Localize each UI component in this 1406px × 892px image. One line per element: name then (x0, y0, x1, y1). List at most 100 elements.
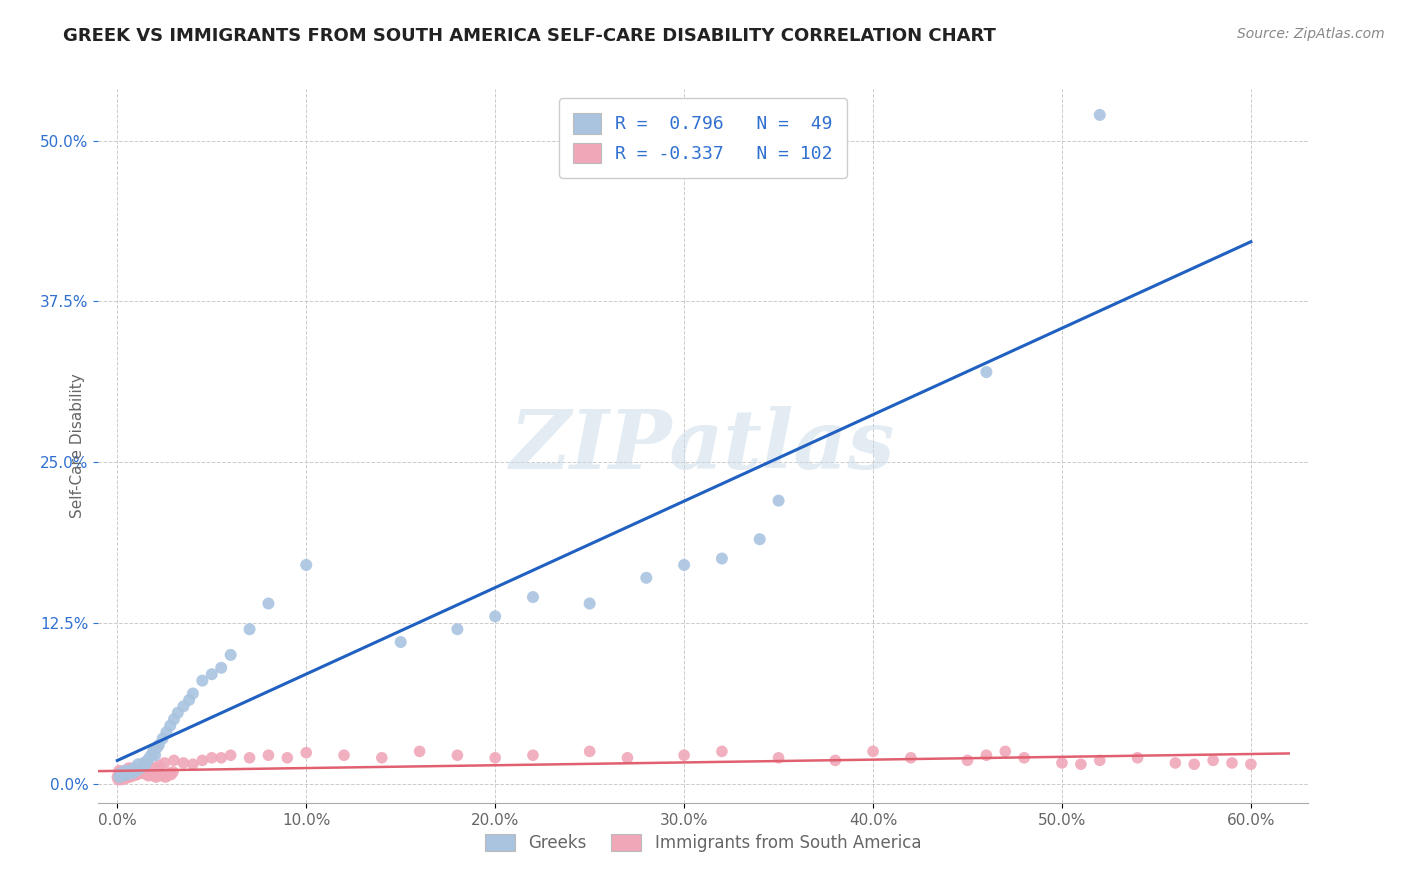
Point (122, 769, 145, 783)
Point (105, 770, 128, 784)
Point (127, 764, 149, 779)
Point (139, 767, 162, 781)
Point (143, 761, 166, 775)
Point (121, 767, 143, 781)
Point (191, 753, 214, 767)
Point (108, 766, 131, 780)
Point (148, 758, 170, 772)
Point (976, 748, 998, 763)
Point (239, 751, 262, 765)
Point (129, 761, 152, 775)
Point (124, 766, 146, 780)
Point (132, 764, 155, 778)
Point (118, 766, 141, 780)
Text: GREEK VS IMMIGRANTS FROM SOUTH AMERICA SELF-CARE DISABILITY CORRELATION CHART: GREEK VS IMMIGRANTS FROM SOUTH AMERICA S… (63, 27, 995, 45)
Point (333, 748, 356, 763)
Point (976, 365, 998, 379)
Point (107, 772, 129, 787)
Point (146, 740, 169, 755)
Point (134, 766, 156, 780)
Point (1088, 108, 1111, 122)
Point (108, 764, 131, 778)
Point (862, 744, 884, 758)
Point (120, 764, 142, 778)
Point (135, 757, 157, 772)
Point (111, 770, 134, 784)
Point (146, 767, 169, 781)
Point (710, 551, 733, 566)
Point (636, 571, 658, 585)
Point (145, 770, 167, 784)
Point (141, 748, 163, 763)
Point (111, 766, 134, 780)
Point (121, 766, 143, 780)
Point (114, 764, 136, 778)
Point (108, 772, 131, 786)
Point (129, 766, 152, 780)
Point (191, 673, 214, 688)
Point (276, 751, 298, 765)
Point (408, 744, 430, 758)
Point (110, 766, 132, 780)
Point (135, 757, 157, 772)
Point (117, 769, 139, 783)
Point (616, 751, 638, 765)
Point (127, 767, 149, 781)
Point (239, 622, 262, 636)
Point (257, 597, 280, 611)
Point (484, 751, 506, 765)
Point (209, 661, 232, 675)
Point (141, 766, 163, 780)
Point (132, 764, 155, 779)
Point (578, 744, 600, 758)
Point (155, 725, 177, 739)
Point (148, 738, 170, 752)
Point (994, 744, 1017, 758)
Point (135, 764, 157, 778)
Point (181, 757, 204, 772)
Point (1088, 753, 1111, 767)
Point (149, 766, 172, 780)
Point (111, 767, 134, 781)
Point (124, 761, 146, 775)
Point (110, 770, 132, 784)
Point (824, 753, 846, 767)
Point (371, 751, 394, 765)
Text: Source: ZipAtlas.com: Source: ZipAtlas.com (1237, 27, 1385, 41)
Point (131, 758, 153, 772)
Point (1070, 757, 1092, 772)
Point (138, 764, 160, 778)
Point (446, 622, 468, 636)
Point (143, 748, 166, 763)
Point (127, 757, 149, 772)
Point (135, 767, 157, 781)
Point (136, 761, 159, 775)
Point (108, 770, 131, 784)
Point (257, 748, 280, 763)
Point (163, 753, 186, 767)
Point (111, 772, 134, 787)
Point (114, 769, 136, 783)
Point (768, 751, 790, 765)
Point (201, 751, 224, 765)
Point (120, 764, 142, 778)
Point (155, 770, 177, 784)
Point (219, 748, 242, 763)
Point (131, 764, 153, 778)
Point (578, 597, 600, 611)
Point (160, 767, 183, 781)
Point (900, 751, 922, 765)
Point (1164, 756, 1187, 770)
Point (163, 712, 186, 726)
Point (673, 558, 696, 572)
Point (132, 756, 155, 770)
Point (114, 772, 136, 786)
Point (1012, 751, 1035, 765)
Point (152, 731, 174, 746)
Point (157, 766, 180, 780)
Point (956, 753, 979, 767)
Point (125, 767, 148, 781)
Point (136, 753, 159, 767)
Point (201, 667, 224, 681)
Point (128, 764, 150, 779)
